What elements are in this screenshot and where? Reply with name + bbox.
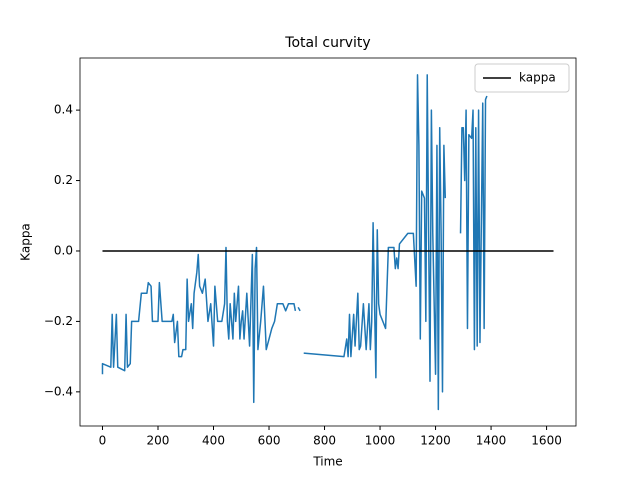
- x-tick-label: 1400: [476, 434, 507, 448]
- x-tick-label: 400: [202, 434, 225, 448]
- x-tick-label: 800: [313, 434, 336, 448]
- x-tick-label: 1600: [531, 434, 562, 448]
- y-tick-label: −0.2: [44, 314, 73, 328]
- y-axis-label: Kappa: [19, 223, 33, 261]
- legend-box: [474, 63, 570, 93]
- plot-frame: [79, 57, 577, 427]
- y-tick-label: 0.4: [54, 103, 73, 117]
- y-tick-label: 0.2: [54, 173, 73, 187]
- x-tick-label: 200: [147, 434, 170, 448]
- y-tick-label: −0.4: [44, 384, 73, 398]
- legend-label: kappa: [519, 71, 556, 85]
- x-tick-label: 1200: [420, 434, 451, 448]
- x-tick-label: 1000: [365, 434, 396, 448]
- x-tick-label: 0: [99, 434, 107, 448]
- x-tick-label: 600: [258, 434, 281, 448]
- data-line: [101, 74, 488, 411]
- chart-title: Total curvity: [284, 35, 370, 51]
- x-axis-label: Time: [312, 455, 342, 469]
- y-tick-label: 0.0: [54, 243, 73, 257]
